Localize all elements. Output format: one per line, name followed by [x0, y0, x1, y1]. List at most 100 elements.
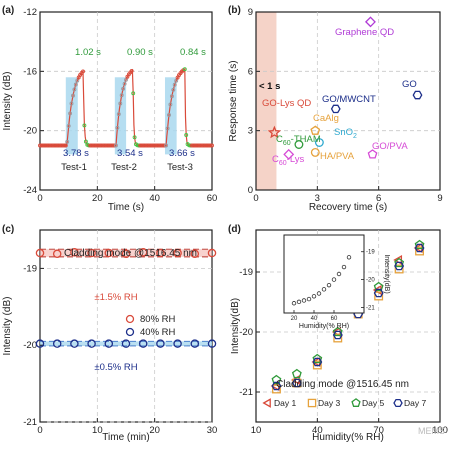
signal-point	[162, 143, 167, 148]
pc-point-s0-4	[104, 248, 114, 258]
pd-point-s3-7	[414, 243, 425, 253]
label-ha-pva: HA/PVA	[320, 151, 355, 162]
label-sno2-main: SnO	[334, 127, 353, 138]
signal-point	[83, 139, 88, 144]
label-c60-lys-sub: 60	[279, 160, 287, 167]
pc-point-s1-2	[70, 339, 79, 348]
pa-xtick-label-3: 60	[207, 193, 218, 204]
pd-point-s1-6	[394, 264, 404, 274]
label-graphene-qd: Graphene QD	[335, 27, 394, 38]
panel-d-ylabel: Intensity(dB)	[230, 298, 241, 354]
response-band-3	[164, 77, 177, 155]
fast-region-band	[256, 12, 277, 190]
test-label-3: Test-3	[167, 162, 193, 173]
panel-a-xlabel: Time (s)	[108, 202, 144, 213]
signal-point	[132, 135, 137, 140]
pd-ytick-label-1: -20	[239, 327, 253, 338]
signal-point	[168, 102, 173, 107]
pd-xtick-label-1: 40	[312, 425, 323, 436]
label-c60-tham: C60-THAM	[276, 134, 321, 147]
pc-point-s0-9	[190, 249, 200, 259]
pd-point-s1-0	[271, 384, 281, 394]
rise-time-label-3: 3.66 s	[169, 148, 195, 159]
fall-time-label-1: 1.02 s	[75, 47, 101, 58]
signal-point	[63, 143, 68, 148]
label-go-pva: GO/PVA	[372, 141, 408, 152]
panel-c-xlabel: Time (min)	[102, 432, 149, 443]
pb-xtick-label-0: 0	[253, 193, 258, 204]
signal-point	[72, 87, 77, 92]
pc-ytick-label-2: -19	[23, 263, 37, 274]
pd-point-s1-2	[312, 360, 322, 370]
pd-xtick-label-3: 100	[432, 425, 448, 436]
signal-point	[165, 126, 170, 131]
inset-point-9	[336, 271, 342, 277]
label-c60-tham-c: C	[276, 134, 283, 145]
inset-xtick-label-1: 40	[311, 316, 318, 322]
pb-point-1	[412, 90, 423, 100]
inset-point-11	[346, 255, 352, 260]
panel-d-ticks: 10 40 70 100 -21 -20 -19	[239, 267, 448, 436]
signal-point	[82, 123, 87, 128]
pd-point-s2-5	[373, 281, 384, 292]
pc-point-s0-0	[35, 248, 45, 258]
pb-ytick-label-1: 3	[248, 126, 253, 137]
pc-point-s0-1	[52, 249, 62, 259]
legend-marker-day-1	[307, 398, 317, 408]
pc-ytick-label-0: -21	[23, 417, 37, 428]
pd-point-s2-1	[291, 368, 302, 379]
panel-b-xlabel: Recovery time (s)	[309, 202, 387, 213]
label-c60-lys-rest: -Lys	[287, 154, 305, 165]
pd-point-s2-0	[271, 374, 282, 385]
inset-point-8	[331, 277, 337, 282]
legend-80-label: 80% RH	[140, 314, 176, 325]
signal-point	[171, 87, 176, 92]
signal-point	[122, 81, 127, 86]
signal-point	[121, 86, 126, 91]
inset-point-3	[306, 296, 312, 302]
inset-xlabel: Humidity(% RH)	[299, 323, 349, 330]
label-c60-tham-rest: -THAM	[291, 134, 321, 145]
pc-point-s0-7	[156, 248, 165, 258]
legend-40-label: 40% RH	[140, 327, 176, 338]
pc-point-s1-4	[104, 339, 114, 348]
signal-point	[119, 93, 124, 98]
inset-ticks: 20 40 60 -21 -20 -19	[291, 250, 376, 322]
label-c60-tham-sub: 60	[283, 140, 291, 147]
inset-ytick-label-1: -20	[366, 278, 375, 284]
pb-point-8	[310, 147, 320, 157]
pc-point-s0-8	[173, 248, 182, 258]
signal-point	[62, 143, 67, 148]
pc-point-s1-8	[173, 339, 182, 348]
panel-c-ticks: 0 10 20 30 -21 -20 -19	[23, 263, 217, 436]
pd-point-s1-7	[415, 246, 425, 256]
legend-label-day-3: Day 7	[404, 398, 426, 408]
inset-point-5	[316, 291, 322, 296]
response-band-1	[65, 77, 78, 155]
response-band-2	[114, 77, 127, 155]
pd-point-s2-3	[332, 326, 343, 337]
signal-point	[66, 123, 71, 128]
fall-time-label-3: 0.84 s	[180, 47, 206, 58]
pc-xtick-label-3: 30	[207, 425, 218, 436]
panel-d: (d) 10 40 70 100 -21 -20 -19 20 40 60 -21 -20 -19 H…	[228, 224, 448, 443]
panel-a-signal-curve	[38, 67, 214, 148]
pd-point-s1-5	[374, 291, 384, 301]
pc-point-s0-5	[121, 249, 131, 259]
inset-point-1	[296, 299, 302, 305]
tolerance-80-label: ±1.5% RH	[94, 292, 137, 303]
label-sno2: SnO2	[334, 127, 357, 140]
legend-marker-40	[125, 327, 135, 337]
signal-point	[114, 143, 118, 148]
legend-label-day-2: Day 5	[362, 398, 384, 408]
pc-point-s1-6	[138, 339, 148, 348]
pa-ytick-label-0: -24	[23, 185, 37, 196]
pd-point-s3-5	[373, 288, 384, 298]
pc-point-s1-3	[87, 339, 96, 348]
inset-xtick-label-0: 20	[291, 316, 298, 322]
inset-ytick-label-0: -21	[366, 305, 375, 311]
signal-point	[169, 94, 174, 99]
legend-label-day-1: Day 3	[318, 398, 340, 408]
pc-point-s1-5	[121, 339, 131, 348]
signal-point	[75, 78, 80, 83]
